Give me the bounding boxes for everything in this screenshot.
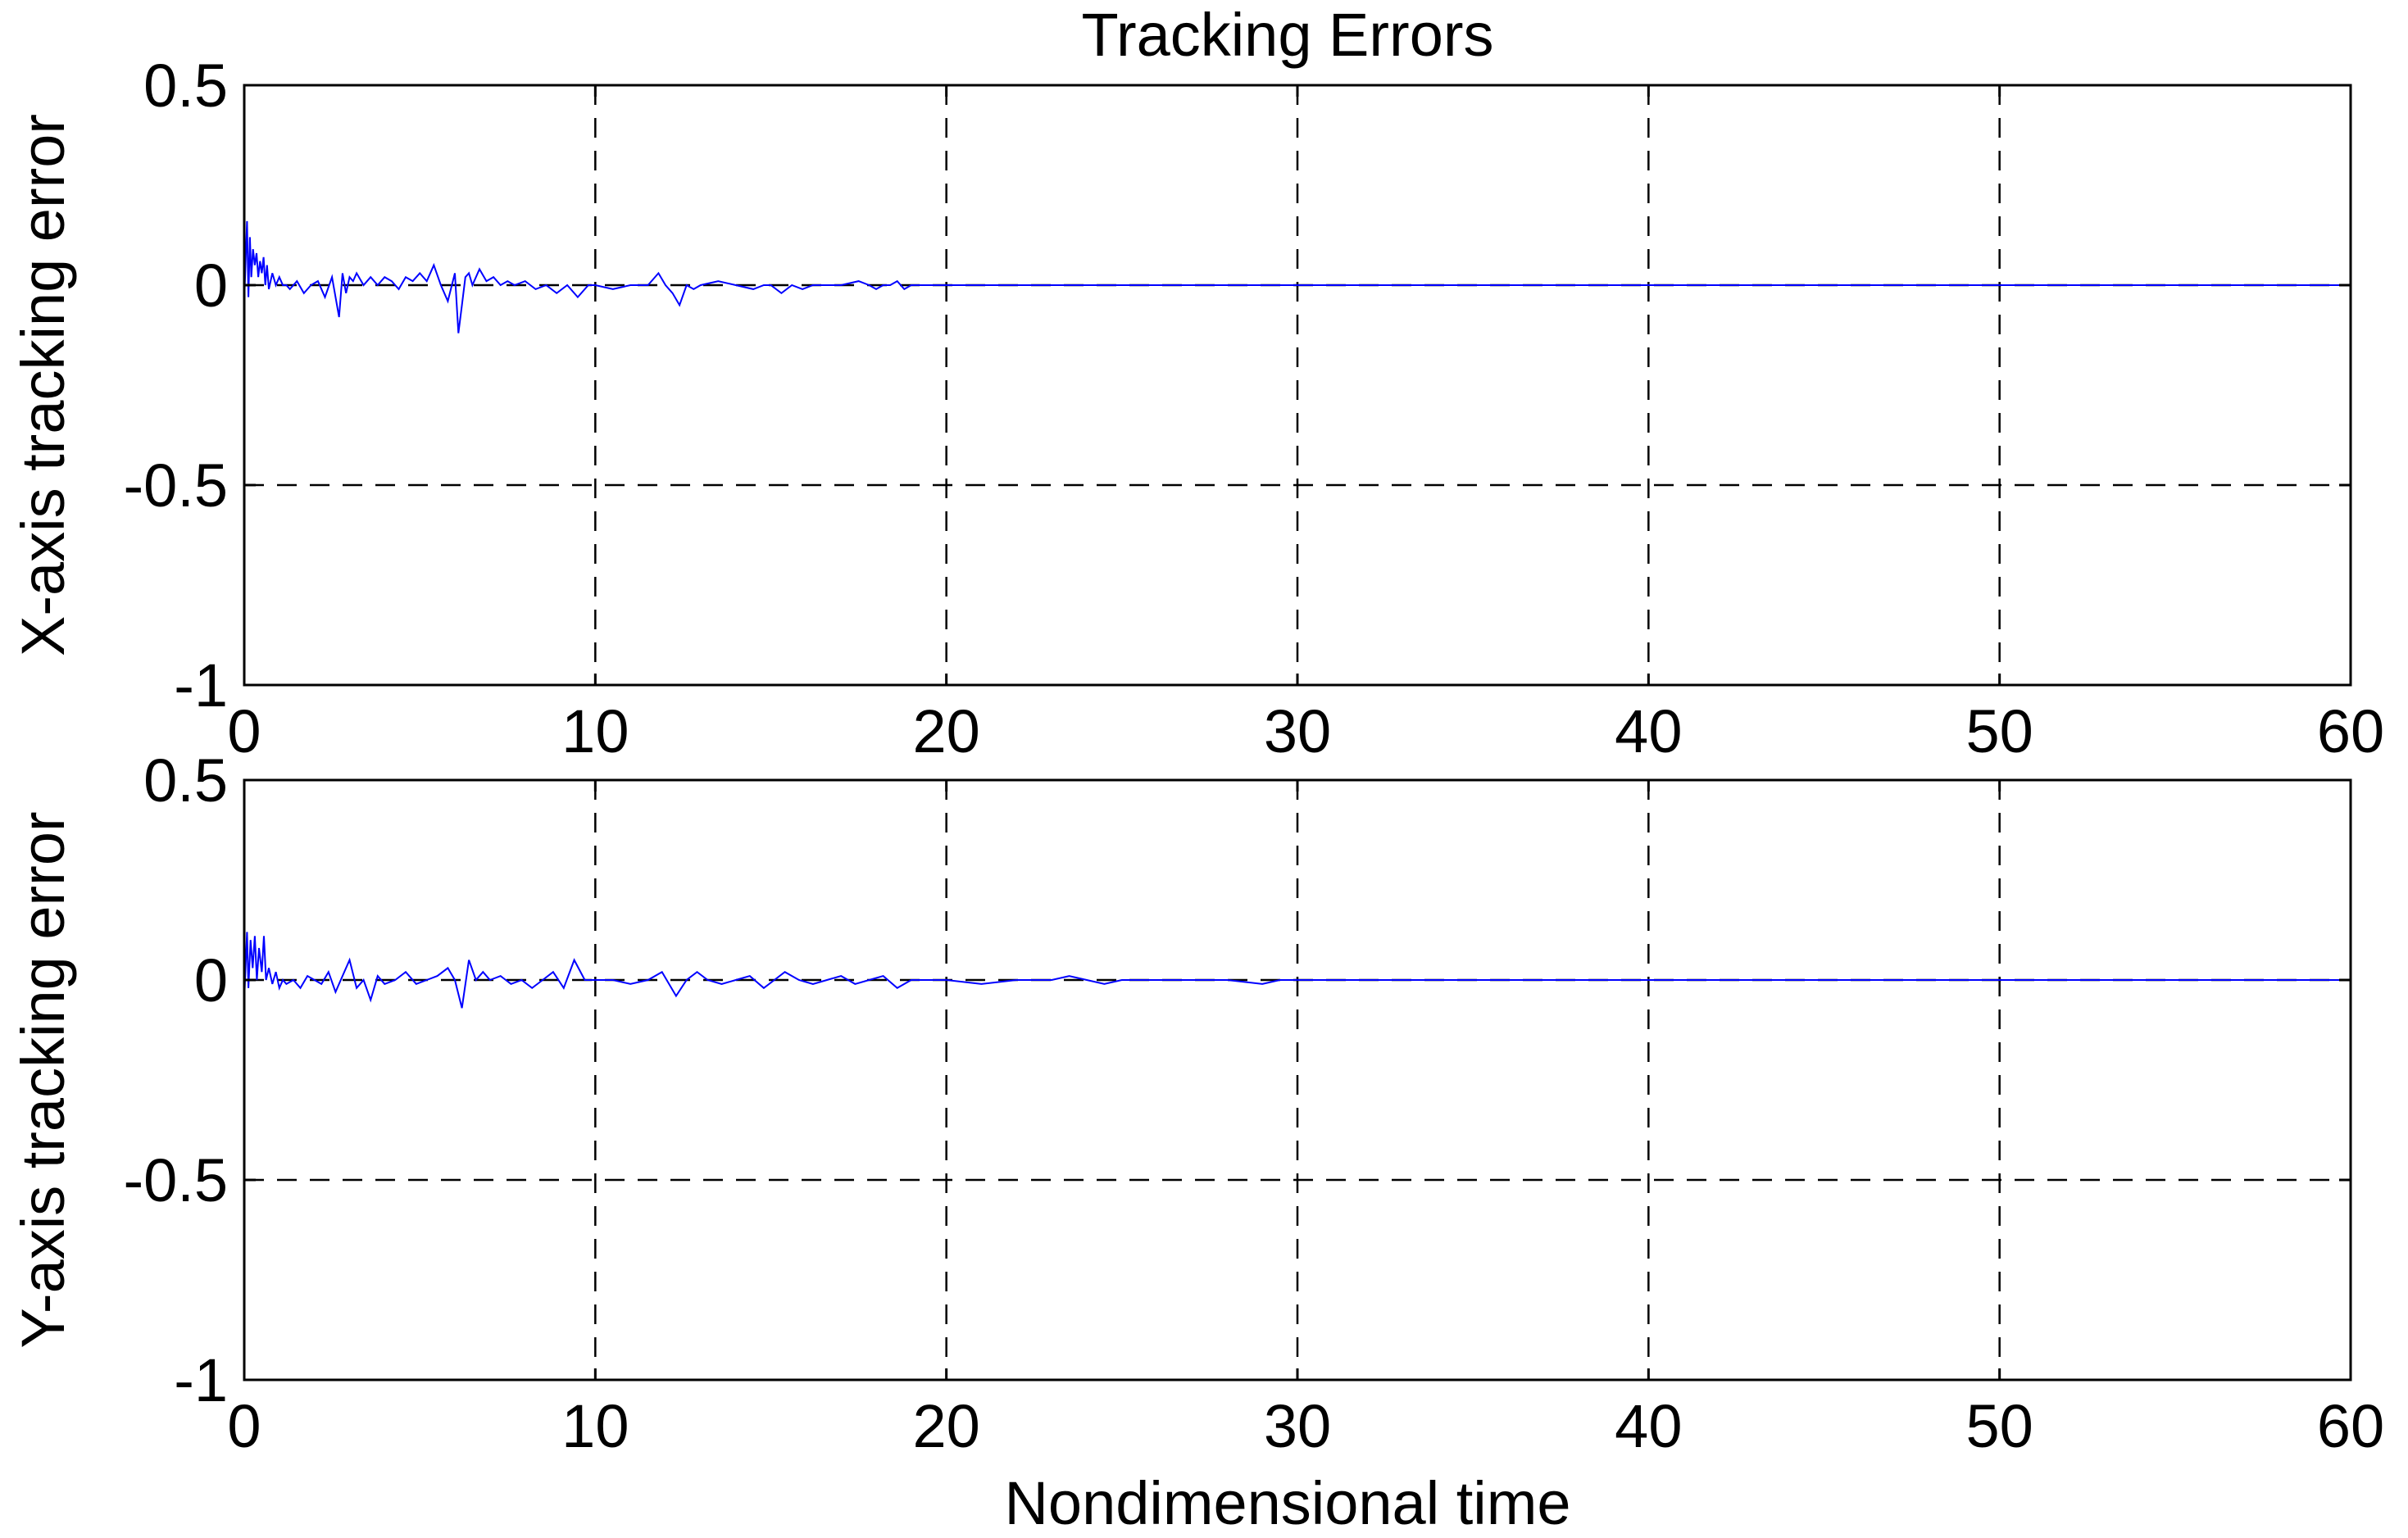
x-tick-label: 60 — [2317, 1392, 2384, 1460]
x-tick-label: 0 — [227, 697, 261, 765]
x-axis-error-subplot: 0 10 20 30 40 50 60 -1 -0.5 0 0.5 X-axis tracking e… — [9, 52, 2384, 765]
x-tick-label: 60 — [2317, 697, 2384, 765]
y-axis-label: Y-axis tracking error — [9, 811, 77, 1348]
y-tick-label: 0.5 — [143, 52, 228, 120]
x-tick-label: 20 — [913, 697, 980, 765]
y-axis-label: X-axis tracking error — [9, 114, 77, 656]
x-axis-label: Nondimensional time — [1004, 1469, 1570, 1537]
x-tick-label: 40 — [1615, 1392, 1682, 1460]
y-tick-label: 0 — [194, 252, 228, 320]
error-series-line — [243, 932, 2351, 1009]
y-tick-label: 0.5 — [143, 746, 228, 814]
x-tick-label: 40 — [1615, 697, 1682, 765]
x-tick-label: 50 — [1966, 1392, 2033, 1460]
x-tick-label: 30 — [1264, 1392, 1331, 1460]
chart-title: Tracking Errors — [1081, 1, 1493, 69]
x-tick-label: 30 — [1264, 697, 1331, 765]
x-tick-label: 10 — [561, 1392, 629, 1460]
y-tick-label: -0.5 — [123, 451, 228, 519]
y-tick-label: -0.5 — [123, 1146, 228, 1214]
y-tick-label: 0 — [194, 946, 228, 1014]
y-tick-label: -1 — [174, 1346, 228, 1414]
x-tick-label: 0 — [227, 1392, 261, 1460]
error-series-line — [243, 220, 2351, 333]
y-axis-error-subplot: 0 10 20 30 40 50 60 -1 -0.5 0 0.5 Y-axis tracking e… — [9, 746, 2384, 1460]
x-tick-label: 50 — [1966, 697, 2033, 765]
x-tick-label: 10 — [561, 697, 629, 765]
y-tick-label: -1 — [174, 651, 228, 719]
x-tick-label: 20 — [913, 1392, 980, 1460]
